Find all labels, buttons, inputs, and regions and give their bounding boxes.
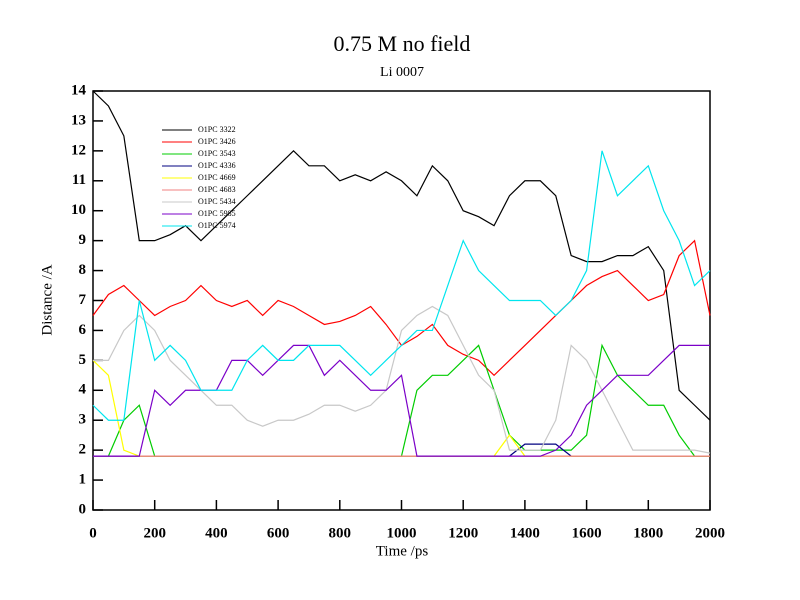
legend-label: O1PC 3322 (198, 125, 236, 134)
y-axis-label: Distance /A (39, 264, 55, 335)
x-tick-label: 1600 (572, 525, 602, 541)
series-line (93, 344, 710, 457)
y-tick-label: 2 (79, 442, 87, 458)
legend-label: O1PC 4336 (198, 161, 236, 170)
chart-title: 0.75 M no field (334, 31, 471, 56)
y-tick-label: 1 (79, 472, 87, 488)
legend-label: O1PC 3426 (198, 137, 236, 146)
y-tick-label: 13 (71, 112, 86, 128)
legend-label: O1PC 5974 (198, 221, 236, 230)
x-tick-label: 1800 (633, 525, 663, 541)
series-line (92, 90, 711, 421)
y-tick-label: 12 (71, 142, 86, 158)
y-tick-label: 9 (79, 232, 87, 248)
y-tick-label: 8 (79, 262, 87, 278)
x-tick-label: 1200 (448, 525, 478, 541)
legend-label: O1PC 4683 (198, 185, 236, 194)
y-tick-label: 11 (72, 172, 86, 188)
y-tick-label: 6 (79, 322, 87, 338)
x-tick-label: 200 (143, 525, 166, 541)
legend-label: O1PC 5434 (198, 197, 236, 206)
series-line (92, 239, 711, 377)
y-tick-label: 3 (79, 412, 87, 428)
chart-subtitle: Li 0007 (380, 65, 424, 80)
legend-label: O1PC 3543 (198, 149, 236, 158)
x-tick-label: 1400 (510, 525, 540, 541)
y-tick-label: 0 (79, 501, 87, 517)
y-tick-label: 14 (71, 82, 87, 98)
x-tick-label: 600 (267, 525, 290, 541)
x-tick-label: 1000 (387, 525, 417, 541)
legend-label: O1PC 5985 (198, 209, 236, 218)
x-tick-label: 2000 (695, 525, 725, 541)
x-tick-label: 800 (329, 525, 352, 541)
x-tick-label: 0 (89, 525, 97, 541)
y-tick-label: 10 (71, 202, 86, 218)
legend-label: O1PC 4669 (198, 173, 236, 182)
x-tick-label: 400 (205, 525, 228, 541)
y-tick-label: 5 (79, 352, 87, 368)
x-axis-label: Time /ps (376, 543, 429, 559)
series-line (93, 305, 711, 454)
y-tick-label: 4 (79, 382, 87, 398)
series-line (93, 343, 710, 457)
series-line (92, 150, 711, 421)
y-tick-label: 7 (79, 292, 87, 308)
